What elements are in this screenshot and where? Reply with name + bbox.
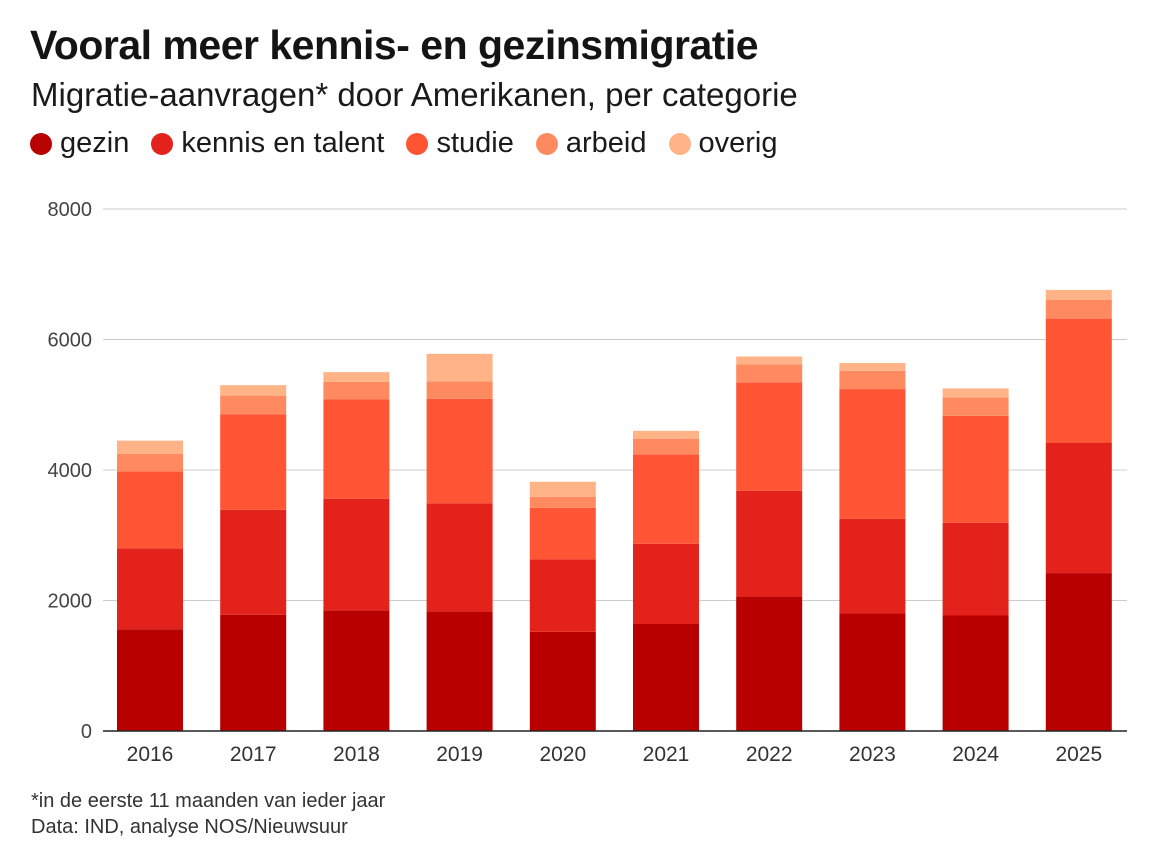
bar-segment-overig [1045, 289, 1112, 300]
bars [117, 289, 1112, 731]
legend-item-arbeid: arbeid [535, 127, 647, 160]
bar-segment-gezin [942, 615, 1009, 731]
legend-dot-icon [668, 132, 691, 155]
bar-segment-studie [1045, 318, 1112, 443]
bar-segment-kennis-en-talent [220, 509, 287, 615]
bar-segment-gezin [426, 611, 493, 731]
x-tick-label: 2017 [230, 743, 277, 766]
bar-segment-overig [323, 372, 390, 382]
bar-segment-kennis-en-talent [529, 559, 596, 632]
x-tick-label: 2019 [436, 743, 483, 766]
x-tick-label: 2024 [952, 743, 999, 766]
chart-subtitle: Migratie-aanvragen* door Amerikanen, per… [31, 76, 798, 113]
legend-dot-icon [406, 132, 429, 155]
bar-segment-gezin [633, 623, 699, 731]
legend-label: arbeid [565, 127, 647, 159]
stacked-bar-chart: 0 2000 4000 6000 8000 2016 2017 2018 2019 2020 202… [48, 199, 1127, 766]
bar-segment-gezin [736, 596, 803, 731]
bar-segment-overig [220, 385, 287, 396]
legend-dot-icon [30, 132, 52, 155]
bar-segment-overig [529, 481, 596, 497]
x-tick-label: 2020 [539, 743, 586, 766]
legend-item-kennis-en-talent: kennis en talent [151, 127, 384, 160]
bar-segment-kennis-en-talent [839, 518, 906, 614]
y-tick-label: 2000 [48, 591, 93, 613]
x-tick-label: 2018 [333, 743, 380, 766]
bar-segment-arbeid [942, 397, 1009, 416]
bar-segment-gezin [323, 610, 390, 731]
y-tick-label: 6000 [48, 330, 93, 352]
bar-segment-arbeid [117, 453, 183, 472]
bar-segment-gezin [839, 613, 906, 731]
legend: gezin kennis en talent studie arbeid ove… [30, 127, 800, 160]
bar-segment-gezin [117, 629, 183, 731]
bar-segment-overig [633, 430, 699, 439]
bar-segment-kennis-en-talent [633, 543, 699, 624]
bar-segment-kennis-en-talent [426, 503, 493, 612]
x-tick-label: 2022 [746, 743, 793, 766]
bar-segment-studie [220, 414, 287, 510]
legend-item-gezin: gezin [30, 127, 129, 160]
legend-label: gezin [60, 127, 130, 159]
legend-item-overig: overig [668, 127, 778, 160]
bar-segment-studie [529, 507, 596, 560]
bar-segment-overig [117, 440, 183, 454]
footnote: *in de eerste 11 maanden van ieder jaar [31, 790, 386, 812]
bar-segment-arbeid [426, 381, 493, 399]
bar-segment-kennis-en-talent [736, 490, 803, 597]
bar-segment-arbeid [220, 395, 287, 415]
y-tick-label: 0 [81, 721, 92, 743]
bar-segment-studie [117, 471, 183, 549]
legend-dot-icon [151, 132, 174, 155]
bar-segment-gezin [220, 614, 287, 731]
bar-segment-gezin [1045, 573, 1112, 731]
axes: 0 2000 4000 6000 8000 2016 2017 2018 2019 2020 202… [48, 199, 1127, 766]
bar-segment-overig [426, 353, 493, 382]
bar-segment-kennis-en-talent [1045, 442, 1112, 574]
bar-segment-studie [323, 399, 390, 499]
bar-segment-overig [839, 362, 906, 371]
x-tick-label: 2023 [849, 743, 896, 766]
y-tick-label: 4000 [48, 460, 93, 482]
legend-label: studie [436, 127, 514, 159]
bar-segment-studie [426, 398, 493, 504]
legend-dot-icon [535, 132, 558, 155]
bar-segment-kennis-en-talent [942, 522, 1009, 616]
source-note: Data: IND, analyse NOS/Nieuwsuur [31, 816, 348, 838]
bar-segment-kennis-en-talent [323, 498, 390, 611]
bar-segment-arbeid [1045, 299, 1112, 319]
bar-segment-arbeid [736, 364, 803, 383]
x-tick-label: 2025 [1055, 743, 1102, 766]
bar-segment-arbeid [839, 370, 906, 390]
x-tick-label: 2021 [643, 743, 690, 766]
x-tick-label: 2016 [127, 743, 174, 766]
bar-segment-studie [942, 415, 1009, 523]
bar-segment-arbeid [323, 381, 390, 400]
bar-segment-overig [942, 388, 1009, 398]
chart-title: Vooral meer kennis- en gezinsmigratie [30, 22, 759, 68]
bar-segment-studie [736, 382, 803, 491]
bar-segment-arbeid [529, 496, 596, 508]
legend-label: overig [698, 127, 778, 159]
bar-segment-gezin [529, 631, 596, 731]
legend-label: kennis en talent [181, 127, 385, 159]
legend-item-studie: studie [406, 127, 514, 160]
bar-segment-arbeid [633, 438, 699, 455]
bar-segment-studie [633, 454, 699, 544]
bar-segment-studie [839, 389, 906, 519]
bar-segment-overig [736, 356, 803, 365]
bar-segment-kennis-en-talent [117, 548, 183, 630]
y-tick-label: 8000 [48, 199, 93, 221]
